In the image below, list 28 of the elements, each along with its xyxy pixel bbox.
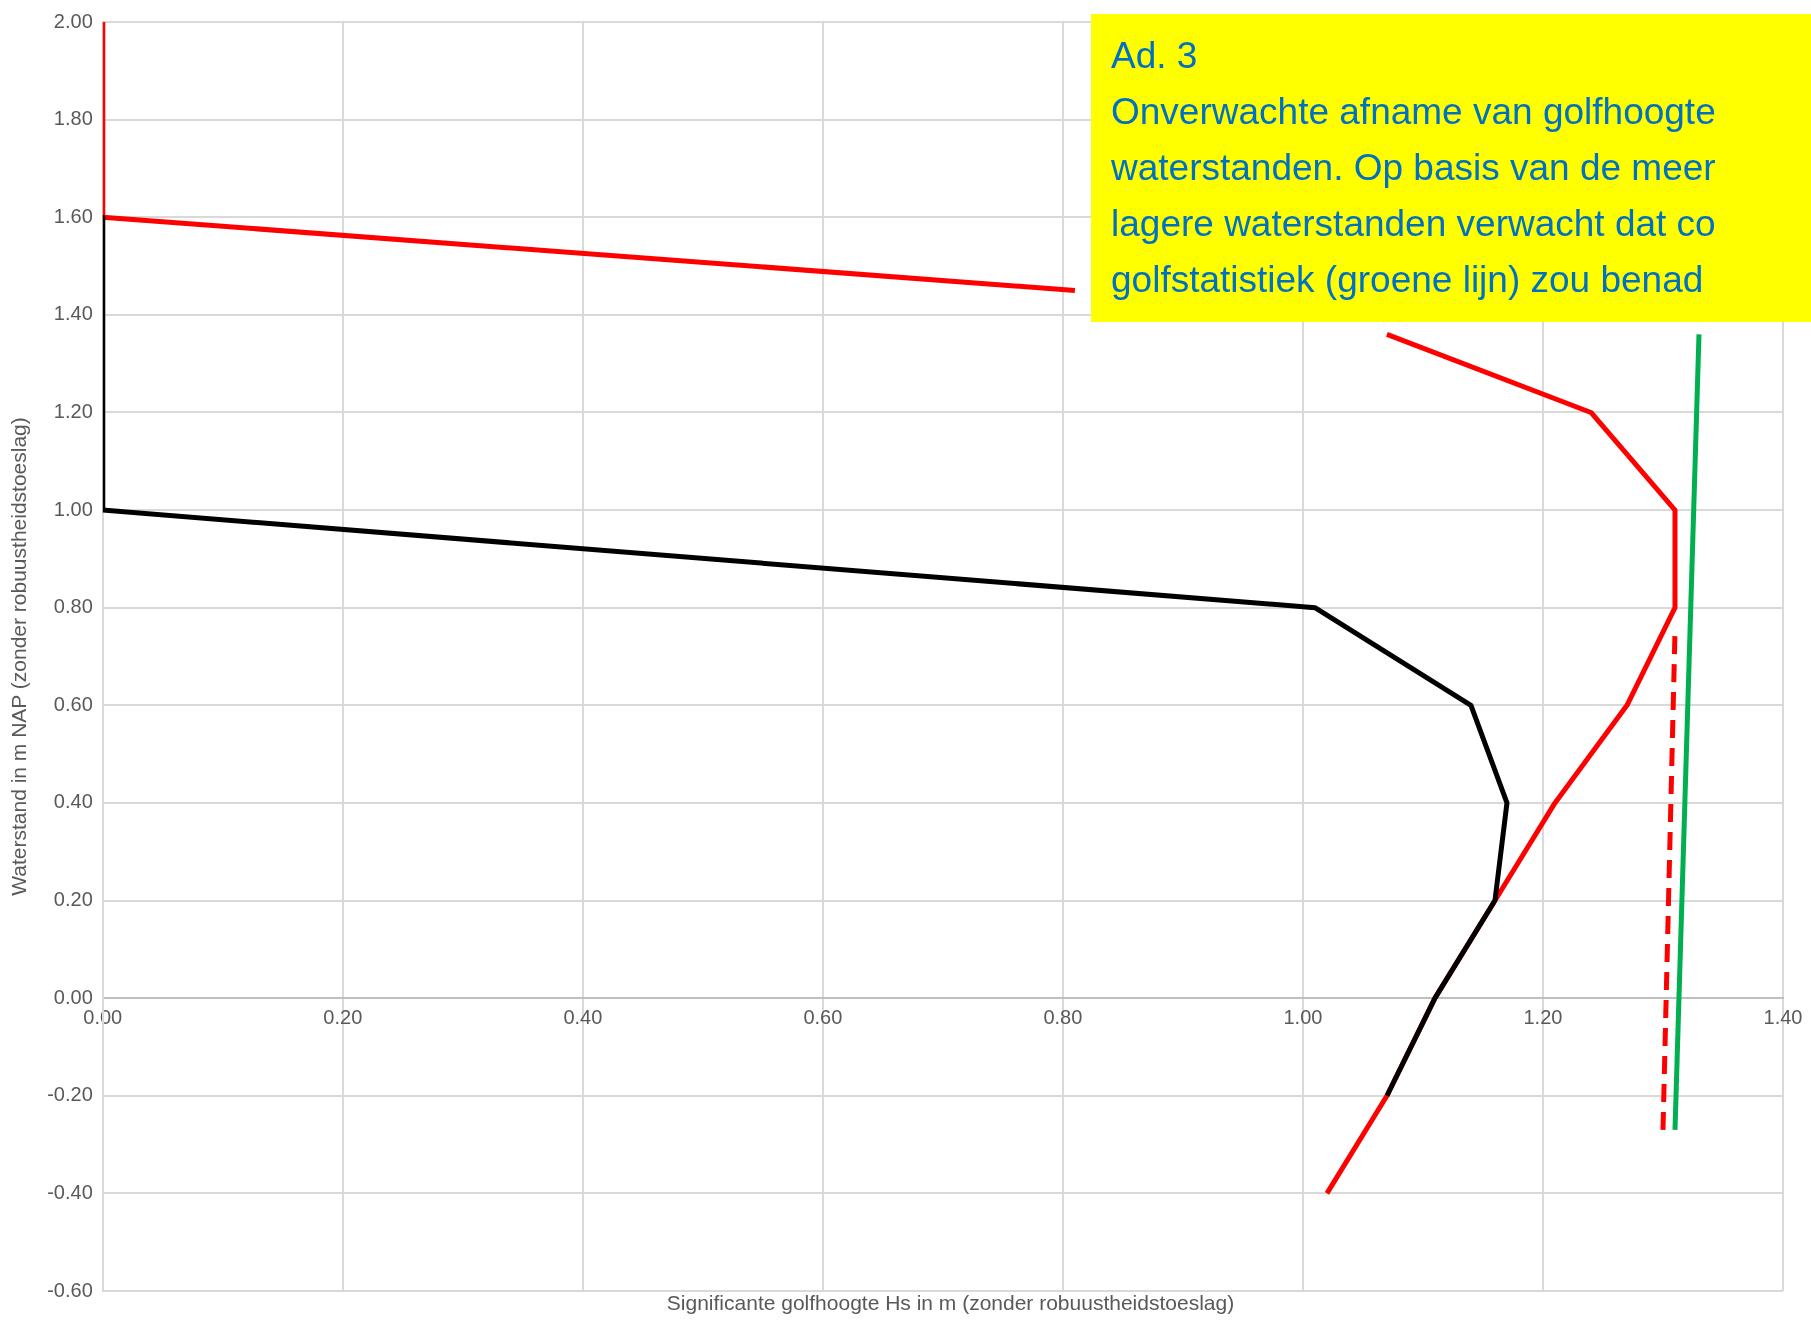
- y-tick-label: 0.40: [53, 790, 93, 813]
- annotation: Ad. 3: [1111, 34, 1199, 78]
- y-axis-title: Waterstand in m NAP (zonder robuustheidstoeslag): [7, 417, 31, 896]
- annotation: lagere waterstanden verwacht dat co: [1111, 202, 1717, 246]
- x-tick-label: 0.20: [323, 1005, 363, 1028]
- y-tick-label: 0.80: [53, 595, 93, 618]
- x-tick-label: 1.20: [1523, 1005, 1563, 1028]
- y-tick-label: 1.40: [53, 302, 93, 325]
- x-tick-label: 0.60: [803, 1005, 843, 1028]
- y-tick-label: 0.00: [53, 985, 93, 1008]
- x-tick-label: 0.80: [1043, 1005, 1083, 1028]
- y-tick-label: -0.20: [47, 1083, 93, 1106]
- y-tick-label: 1.20: [53, 399, 93, 422]
- x-axis-title: Significante golfhoogte Hs in m (zonder robuustheidstoeslag): [666, 1291, 1235, 1314]
- y-tick-label: 1.00: [53, 497, 93, 520]
- y-tick-label: 0.60: [53, 692, 93, 715]
- y-tick-label: -0.60: [47, 1278, 93, 1301]
- annotation: golfstatistiek (groene lijn) zou benad: [1111, 258, 1705, 302]
- y-tick-label: 1.60: [53, 204, 93, 227]
- y-tick-label: 2.00: [53, 9, 93, 32]
- x-tick-label: 1.00: [1283, 1005, 1323, 1028]
- y-tick-label: -0.40: [47, 1180, 93, 1203]
- annotation: waterstanden. Op basis van de meer: [1111, 146, 1717, 190]
- y-tick-label: 0.20: [53, 888, 93, 911]
- x-tick-label: 0.40: [563, 1005, 603, 1028]
- x-tick-label: 1.40: [1763, 1005, 1803, 1028]
- y-tick-label: 1.80: [53, 107, 93, 130]
- annotation: Onverwachte afname van golfhoogte: [1111, 90, 1717, 134]
